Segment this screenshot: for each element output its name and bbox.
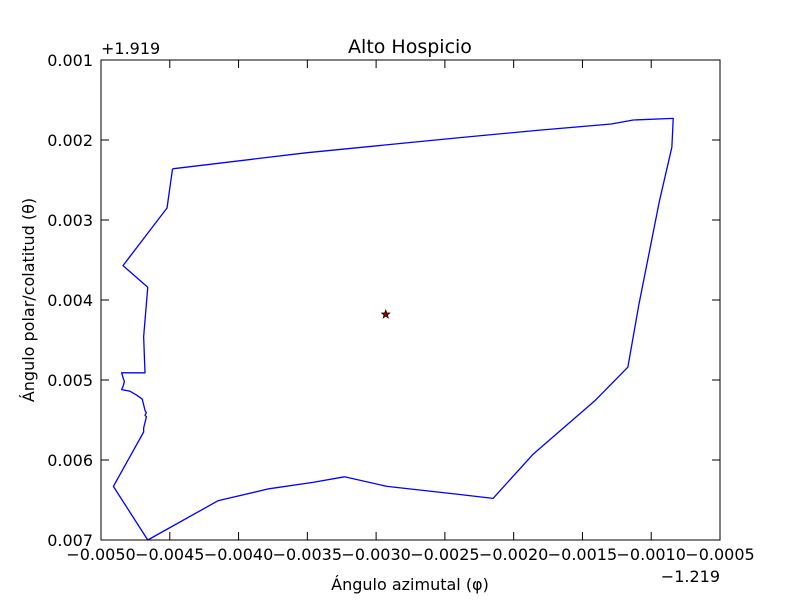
- x-tick-label: −0.0040: [204, 545, 273, 564]
- y-axis: 0.001 0.002 0.003 0.004 0.005 0.006 0.007: [47, 51, 720, 550]
- y-tick-label: 0.005: [47, 371, 93, 390]
- y-tick-label: 0.006: [47, 451, 93, 470]
- x-tick-label: −0.0050: [66, 545, 135, 564]
- x-offset-label: −1.219: [661, 567, 720, 586]
- y-tick-label: 0.004: [47, 291, 93, 310]
- x-axis: −0.0050 −0.0045 −0.0040 −0.0035 −0.0030 −0.00…: [66, 60, 755, 564]
- x-axis-label-text: Ángulo azimutal (φ): [331, 575, 489, 594]
- x-tick-label: −0.0015: [548, 545, 617, 564]
- x-tick-label: −0.0010: [617, 545, 686, 564]
- y-offset-label: +1.919: [101, 39, 160, 58]
- y-tick-label: 0.007: [47, 531, 93, 550]
- chart-marks: [112, 117, 674, 541]
- x-axis-label: Ángulo azimutal (φ): [331, 575, 489, 594]
- x-tick-label: −0.0005: [685, 545, 754, 564]
- x-tick-label: −0.0035: [273, 545, 342, 564]
- boundary-line: [112, 117, 674, 541]
- y-tick-label: 0.003: [47, 211, 93, 230]
- center-star-marker: [380, 309, 391, 319]
- x-tick-label: −0.0030: [341, 545, 410, 564]
- y-axis-label: Ángulo polar/colatitud (θ): [19, 198, 38, 402]
- chart-title: Alto Hospicio: [348, 36, 472, 58]
- x-tick-label: −0.0025: [410, 545, 479, 564]
- y-tick-label: 0.001: [47, 51, 93, 70]
- y-tick-label: 0.002: [47, 131, 93, 150]
- x-tick-label: −0.0020: [479, 545, 548, 564]
- x-tick-label: −0.0045: [135, 545, 204, 564]
- y-axis-label-text: Ángulo polar/colatitud (θ): [19, 198, 38, 402]
